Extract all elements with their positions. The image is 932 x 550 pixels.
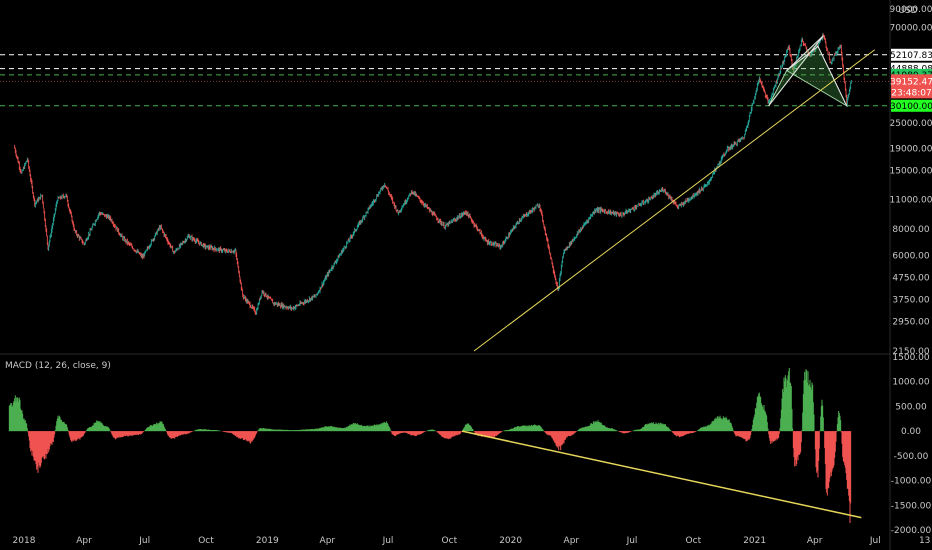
macd-tick-label: -500.00 bbox=[894, 452, 929, 462]
level-tag bbox=[891, 48, 932, 61]
time-tick-label: 2020 bbox=[499, 536, 522, 546]
time-tick-label: Jul bbox=[626, 536, 638, 546]
time-tick-label: Jul bbox=[869, 536, 881, 546]
macd-trendline bbox=[461, 430, 862, 519]
time-tick-label: Apr bbox=[564, 536, 580, 546]
price-tick-label: 8000.00 bbox=[892, 225, 929, 235]
time-tick-label: Oct bbox=[198, 536, 214, 546]
pattern-outline bbox=[768, 35, 848, 107]
macd-axis[interactable]: 1500.00 1000.00 500.00 0.00 -500.00 -1000.00 -… bbox=[891, 353, 932, 536]
price-tick-label: 2150.00 bbox=[892, 347, 929, 357]
level-tag-label: 30100.00 bbox=[890, 102, 932, 112]
level-tag bbox=[891, 99, 932, 112]
price-tick-label: 6000.00 bbox=[892, 252, 929, 262]
time-tick-label: Oct bbox=[686, 536, 702, 546]
macd-tick-label: 1000.00 bbox=[892, 378, 929, 388]
price-tick-label: 2950.00 bbox=[892, 318, 929, 328]
price-pane[interactable] bbox=[0, 33, 890, 352]
price-tick-label: 3750.00 bbox=[892, 295, 929, 305]
price-axis[interactable]: 90000.00 70000.00 25000.00 19000.00 15000.00… bbox=[890, 5, 932, 357]
price-tick-label: 4750.00 bbox=[892, 273, 929, 283]
time-tick-label: Oct bbox=[442, 536, 458, 546]
countdown-label: 23:48:07 bbox=[891, 88, 931, 98]
last-price-label: 39152.47 bbox=[890, 77, 932, 87]
price-tick-label: 70000.00 bbox=[890, 23, 932, 33]
macd-tick-label: -1500.00 bbox=[891, 501, 932, 511]
price-tick-label: 90000.00 bbox=[890, 5, 932, 15]
time-axis[interactable]: 2018 Apr Jul Oct 2019 Apr Jul Oct 2020 Apr Jul Oct 2… bbox=[13, 536, 931, 546]
macd-tick-label: 0.00 bbox=[901, 427, 921, 437]
price-tick-label: 19000.00 bbox=[890, 145, 932, 155]
price-trendline bbox=[473, 49, 875, 352]
time-tick-label: 2021 bbox=[743, 536, 766, 546]
time-tick-label: Apr bbox=[320, 536, 336, 546]
price-tick-label: 11000.00 bbox=[890, 195, 932, 205]
price-tick-label: 25000.00 bbox=[890, 119, 932, 129]
level-tag-label: 52107.83 bbox=[890, 51, 932, 61]
time-tick-label: Jul bbox=[382, 536, 394, 546]
macd-title: MACD (12, 26, close, 9) bbox=[5, 361, 111, 371]
macd-tick-label: -2000.00 bbox=[891, 526, 932, 536]
last-price-tag bbox=[891, 74, 932, 99]
macd-tick-label: 1500.00 bbox=[892, 353, 929, 363]
currency-label: USD bbox=[898, 6, 917, 16]
macd-tick-label: 500.00 bbox=[895, 402, 927, 412]
time-tick-label: Apr bbox=[76, 536, 92, 546]
time-tick-label: Jul bbox=[138, 536, 150, 546]
macd-tick-label: -1000.00 bbox=[891, 477, 932, 487]
macd-pane[interactable] bbox=[8, 367, 862, 523]
time-tick-label: Apr bbox=[807, 536, 823, 546]
time-tick-label: 2019 bbox=[256, 536, 279, 546]
time-tick-label: 13 bbox=[919, 536, 930, 546]
time-tick-label: 2018 bbox=[13, 536, 36, 546]
price-tick-label: 15000.00 bbox=[890, 166, 932, 176]
